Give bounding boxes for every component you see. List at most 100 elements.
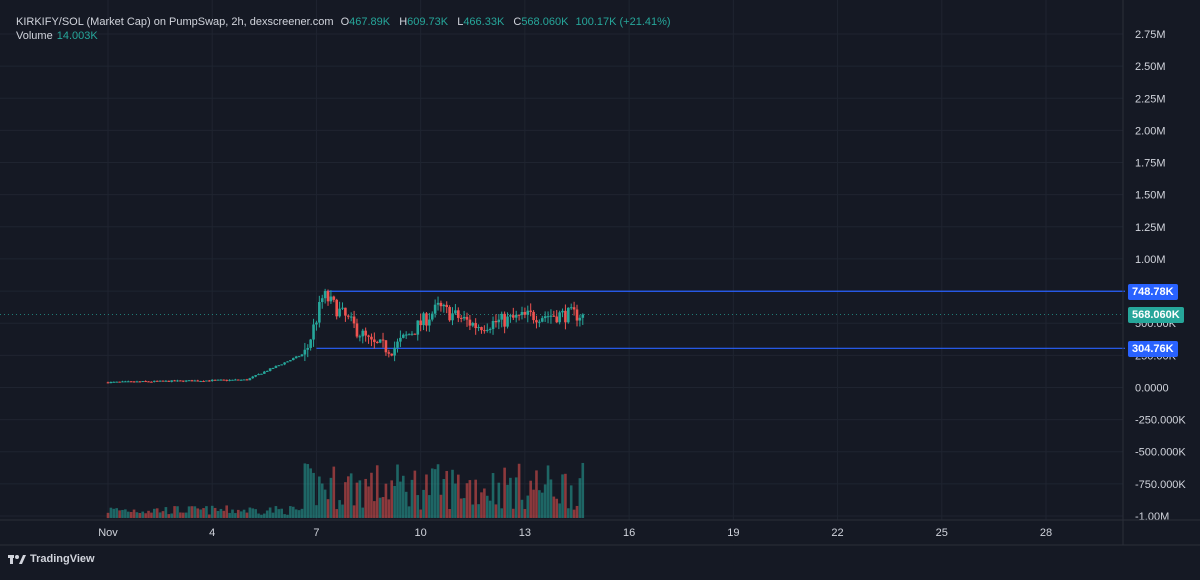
- volume-bar: [526, 495, 530, 518]
- candle-body: [306, 347, 310, 350]
- candle-body: [286, 361, 289, 363]
- candle-body: [315, 322, 318, 325]
- volume-bar: [373, 501, 376, 518]
- volume-bar: [393, 485, 396, 518]
- candle-body: [370, 336, 373, 340]
- volume-bar: [344, 482, 347, 518]
- candle-body: [126, 381, 130, 383]
- candle-body: [457, 310, 460, 318]
- volume-bar: [231, 509, 234, 518]
- y-tick-label: 1.75M: [1135, 158, 1166, 170]
- candle-body: [216, 379, 220, 381]
- volume-bar: [575, 505, 579, 518]
- candle-body: [109, 381, 113, 384]
- tradingview-icon: [8, 555, 26, 564]
- volume-bar: [289, 506, 292, 518]
- candle-body: [346, 315, 350, 317]
- candle-body: [485, 329, 489, 331]
- candle-body: [167, 380, 171, 382]
- x-tick-label: 7: [313, 527, 319, 539]
- candle-body: [393, 347, 396, 356]
- volume-bar: [118, 510, 121, 518]
- volume-bar: [352, 505, 356, 518]
- candle-body: [274, 366, 278, 369]
- volume-bar: [430, 468, 434, 518]
- volume-bar: [454, 483, 457, 518]
- volume-bar: [286, 514, 289, 518]
- candle-body: [283, 362, 286, 365]
- volume-bar: [500, 508, 504, 518]
- volume-bar: [106, 512, 110, 518]
- candle-body: [552, 315, 556, 317]
- volume-bar: [413, 470, 417, 518]
- candle-body: [153, 380, 156, 382]
- y-tick-label: 2.25M: [1135, 93, 1166, 105]
- candle-body: [257, 374, 260, 376]
- candle-body: [468, 319, 472, 326]
- volume-bar: [193, 506, 197, 518]
- volume-bar: [228, 512, 231, 518]
- candle-body: [193, 380, 197, 382]
- candle-body: [228, 379, 231, 381]
- x-tick-label: 28: [1040, 527, 1052, 539]
- y-tick-label: 1.00M: [1135, 254, 1166, 266]
- chart-legend: KIRKIFY/SOL (Market Cap) on PumpSwap, 2h…: [16, 14, 671, 30]
- candle-body: [575, 309, 579, 321]
- volume-bar: [506, 484, 509, 518]
- volume-bar: [260, 514, 263, 518]
- volume-bar: [407, 506, 411, 518]
- candle-body: [430, 313, 434, 320]
- x-tick-label: 13: [519, 527, 531, 539]
- tradingview-logo[interactable]: TradingView: [8, 553, 95, 565]
- volume-bar: [378, 497, 382, 518]
- candle-body: [245, 379, 249, 381]
- volume-legend: Volume 14.003K: [16, 30, 98, 42]
- candle-body: [425, 313, 428, 326]
- high-label: H: [399, 16, 408, 28]
- close-value: 568.060K: [521, 16, 569, 28]
- volume-bar: [439, 494, 443, 518]
- candle-body: [199, 380, 202, 382]
- volume-bar: [277, 509, 281, 518]
- volume-bar: [474, 479, 477, 518]
- candle-body: [422, 313, 425, 326]
- candle-body: [396, 341, 399, 348]
- candle-body: [309, 339, 312, 348]
- volume-bar: [367, 486, 370, 518]
- candle-body: [303, 349, 307, 355]
- candle-body: [170, 380, 173, 382]
- candle-body: [124, 381, 127, 383]
- volume-bar: [326, 499, 330, 518]
- candle-body: [341, 307, 344, 309]
- volume-bar: [199, 509, 202, 518]
- volume-bar: [564, 473, 567, 518]
- candle-body: [239, 379, 243, 381]
- candle-body: [381, 339, 385, 341]
- candle-body: [184, 380, 188, 382]
- volume-bar: [318, 476, 321, 518]
- volume-bar: [306, 464, 310, 518]
- candle-body: [578, 317, 582, 321]
- volume-bar: [433, 469, 437, 518]
- candle-body: [413, 333, 417, 335]
- close-label: C: [513, 16, 522, 28]
- change-value: 100.17K (+21.41%): [575, 16, 671, 28]
- candle-body: [512, 315, 515, 318]
- volume-bar: [535, 470, 538, 518]
- volume-bar: [222, 510, 226, 518]
- candle-body: [517, 314, 521, 316]
- candle-body: [401, 334, 405, 338]
- volume-bar: [558, 503, 561, 518]
- candle-body: [150, 381, 153, 383]
- volume-bar: [138, 512, 142, 518]
- volume-bar: [381, 497, 385, 518]
- candle-body: [494, 321, 498, 323]
- candle-body: [540, 318, 544, 322]
- volume-bar: [184, 512, 188, 518]
- volume-bar: [213, 507, 217, 518]
- symbol-title: KIRKIFY/SOL (Market Cap) on PumpSwap, 2h…: [16, 16, 334, 28]
- volume-bar: [346, 476, 350, 518]
- candle-body: [546, 316, 550, 318]
